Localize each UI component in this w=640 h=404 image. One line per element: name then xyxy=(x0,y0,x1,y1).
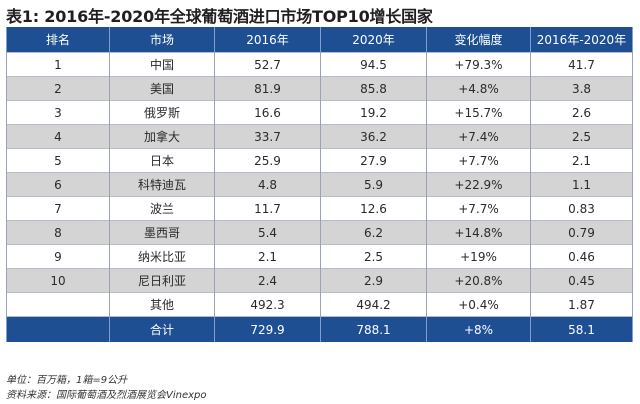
table-cell: 85.8 xyxy=(320,76,427,101)
table-header-row: 排名 市场 2016年 2020年 变化幅度 2016年-2020年 xyxy=(6,27,633,53)
table-cell: 19.2 xyxy=(320,100,427,125)
table-cell: 2.5 xyxy=(320,244,427,269)
table-cell: 16.6 xyxy=(214,100,321,125)
table-cell: 729.9 xyxy=(214,316,321,342)
source-footnote: 资料来源：国际葡萄酒及烈酒展览会Vinexpo xyxy=(6,390,207,401)
table-row: 8 墨西哥 5.4 6.2 +14.8% 0.79 xyxy=(6,220,633,245)
table-cell: 2.9 xyxy=(320,268,427,293)
table-cell: 52.7 xyxy=(214,52,321,77)
table-cell: +79.3% xyxy=(426,52,531,77)
table-row: 5 日本 25.9 27.9 +7.7% 2.1 xyxy=(6,148,633,173)
table-cell: 2.5 xyxy=(530,124,633,149)
table-title: 表1: 2016年-2020年全球葡萄酒进口市场TOP10增长国家 xyxy=(6,7,433,26)
table-cell: 8 xyxy=(6,220,110,245)
table-cell: 0.83 xyxy=(530,196,633,221)
table-row: 7 波兰 11.7 12.6 +7.7% 0.83 xyxy=(6,196,633,221)
table-cell: 俄罗斯 xyxy=(109,100,215,125)
table-cell: 2.1 xyxy=(530,148,633,173)
table-row: 10 尼日利亚 2.4 2.9 +20.8% 0.45 xyxy=(6,268,633,293)
table-body: 1 中国 52.7 94.5 +79.3% 41.7 2 美国 81.9 85.8 +4.8% 3.8… xyxy=(6,52,633,342)
table-cell: 10 xyxy=(6,268,110,293)
table-cell: 2.6 xyxy=(530,100,633,125)
table-row: 4 加拿大 33.7 36.2 +7.4% 2.5 xyxy=(6,124,633,149)
table-cell xyxy=(6,316,110,342)
table-row: 3 俄罗斯 16.6 19.2 +15.7% 2.6 xyxy=(6,100,633,125)
table-cell: +14.8% xyxy=(426,220,531,245)
table-cell: 2 xyxy=(6,76,110,101)
header-market: 市场 xyxy=(109,27,215,53)
table-cell xyxy=(6,292,110,317)
table-cell: 7 xyxy=(6,196,110,221)
table-row: 9 纳米比亚 2.1 2.5 +19% 0.46 xyxy=(6,244,633,269)
table-cell: +0.4% xyxy=(426,292,531,317)
table-cell: 4.8 xyxy=(214,172,321,197)
table-cell: 1.1 xyxy=(530,172,633,197)
table-cell: 日本 xyxy=(109,148,215,173)
table-cell: 加拿大 xyxy=(109,124,215,149)
table-cell: 9 xyxy=(6,244,110,269)
table-cell: 1 xyxy=(6,52,110,77)
table-cell: 12.6 xyxy=(320,196,427,221)
table-cell: 2.1 xyxy=(214,244,321,269)
table-cell: 合计 xyxy=(109,316,215,342)
table-cell: 3 xyxy=(6,100,110,125)
table-cell: +7.4% xyxy=(426,124,531,149)
table-cell: 中国 xyxy=(109,52,215,77)
table-cell: +7.7% xyxy=(426,196,531,221)
table-cell: 25.9 xyxy=(214,148,321,173)
table-cell: +19% xyxy=(426,244,531,269)
table-cell: 5 xyxy=(6,148,110,173)
header-growth: 2016年-2020年 xyxy=(530,27,633,53)
table-cell: 788.1 xyxy=(320,316,427,342)
header-2020: 2020年 xyxy=(320,27,427,53)
unit-footnote: 单位：百万箱，1箱=9公升 xyxy=(6,375,128,386)
table-cell: 美国 xyxy=(109,76,215,101)
table-cell: 41.7 xyxy=(530,52,633,77)
wine-import-table: 排名 市场 2016年 2020年 变化幅度 2016年-2020年 1 中国 52… xyxy=(6,27,633,342)
table-cell: +8% xyxy=(426,316,531,342)
table-cell: 0.79 xyxy=(530,220,633,245)
table-cell: +4.8% xyxy=(426,76,531,101)
total-row: 合计 729.9 788.1 +8% 58.1 xyxy=(6,316,633,342)
table-cell: 58.1 xyxy=(530,316,633,342)
table-cell: 5.4 xyxy=(214,220,321,245)
header-rank: 排名 xyxy=(6,27,110,53)
table-cell: +22.9% xyxy=(426,172,531,197)
table-row: 2 美国 81.9 85.8 +4.8% 3.8 xyxy=(6,76,633,101)
table-cell: 81.9 xyxy=(214,76,321,101)
table-cell: 墨西哥 xyxy=(109,220,215,245)
table-cell: 494.2 xyxy=(320,292,427,317)
table-cell: 6.2 xyxy=(320,220,427,245)
table-cell: 0.46 xyxy=(530,244,633,269)
table-cell: 其他 xyxy=(109,292,215,317)
table-cell: 4 xyxy=(6,124,110,149)
header-2016: 2016年 xyxy=(214,27,321,53)
table-cell: 科特迪瓦 xyxy=(109,172,215,197)
table-cell: 波兰 xyxy=(109,196,215,221)
table-cell: 27.9 xyxy=(320,148,427,173)
table-cell: 94.5 xyxy=(320,52,427,77)
table-cell: 11.7 xyxy=(214,196,321,221)
table-cell: 3.8 xyxy=(530,76,633,101)
header-change: 变化幅度 xyxy=(426,27,531,53)
table-cell: 33.7 xyxy=(214,124,321,149)
table-cell: 尼日利亚 xyxy=(109,268,215,293)
table-cell: +7.7% xyxy=(426,148,531,173)
table-cell: +20.8% xyxy=(426,268,531,293)
table-row: 其他 492.3 494.2 +0.4% 1.87 xyxy=(6,292,633,317)
table-row: 1 中国 52.7 94.5 +79.3% 41.7 xyxy=(6,52,633,77)
table-row: 6 科特迪瓦 4.8 5.9 +22.9% 1.1 xyxy=(6,172,633,197)
table-cell: 2.4 xyxy=(214,268,321,293)
table-cell: 0.45 xyxy=(530,268,633,293)
table-cell: 1.87 xyxy=(530,292,633,317)
table-cell: 36.2 xyxy=(320,124,427,149)
table-cell: +15.7% xyxy=(426,100,531,125)
table-cell: 5.9 xyxy=(320,172,427,197)
table-cell: 纳米比亚 xyxy=(109,244,215,269)
table-cell: 492.3 xyxy=(214,292,321,317)
table-cell: 6 xyxy=(6,172,110,197)
